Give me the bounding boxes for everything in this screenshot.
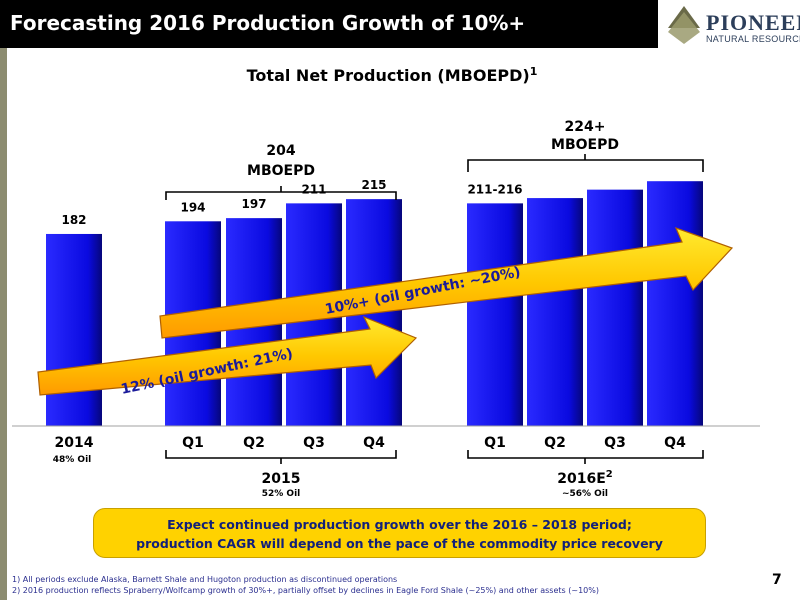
brace-2015-bottom <box>165 450 397 464</box>
category-label: Q1 <box>182 435 204 451</box>
bar-value-label: 197 <box>241 197 266 211</box>
category-label: 2014 <box>55 435 94 451</box>
bar-2016E-q3 <box>587 189 643 426</box>
logo-mark-icon <box>668 6 700 44</box>
brace-2016-top <box>467 154 704 172</box>
bar-value-label: 215 <box>361 178 386 192</box>
title-bar: Forecasting 2016 Production Growth of 10… <box>0 0 658 48</box>
bar-2014-2014 <box>46 233 102 426</box>
brace-2016-bottom <box>467 450 704 464</box>
category-label: Q4 <box>664 435 686 451</box>
bar-2016E-q4 <box>647 181 703 426</box>
bar-value-label: 182 <box>61 213 86 227</box>
bars-layer: 182 2014 194 Q1 197 Q2 211 Q3 215 Q4 211-216 Q1 Q2 Q3… <box>46 178 703 451</box>
footnotes: 1) All periods exclude Alaska, Barnett S… <box>12 574 599 596</box>
bar-value-label: 211 <box>301 182 326 196</box>
total-2015-line1: 204 <box>266 143 295 159</box>
footnote-1: 1) All periods exclude Alaska, Barnett S… <box>12 575 398 584</box>
page-number: 7 <box>772 572 782 588</box>
chart-title: Total Net Production (MBOEPD)1 <box>247 65 538 85</box>
category-label: Q2 <box>544 435 566 451</box>
bar-value-label: 211-216 <box>467 182 522 196</box>
total-2015-line2: MBOEPD <box>247 163 315 179</box>
total-2016-line2: MBOEPD <box>551 137 619 153</box>
bar-value-label: 194 <box>180 200 205 214</box>
category-label: Q3 <box>303 435 325 451</box>
callout-box: Expect continued production growth over … <box>93 508 706 558</box>
brace-2015-top <box>165 186 397 200</box>
total-2016-line1: 224+ <box>565 119 606 135</box>
category-label: Q2 <box>243 435 265 451</box>
group-label-2015: 2015 <box>262 471 301 487</box>
oil-share-2016: ~56% Oil <box>562 489 608 499</box>
logo-subtitle: NATURAL RESOURCES <box>706 34 800 44</box>
logo-wordmark: PIONEER <box>706 10 800 35</box>
oil-share-2014: 48% Oil <box>53 455 92 465</box>
category-label: Q1 <box>484 435 506 451</box>
slide-title: Forecasting 2016 Production Growth of 10… <box>10 11 526 35</box>
footnote-2: 2) 2016 production reflects Spraberry/Wo… <box>12 586 599 595</box>
company-logo: PIONEER NATURAL RESOURCES <box>664 2 800 48</box>
bar-2016E-q1 <box>467 203 523 426</box>
callout-line-1: Expect continued production growth over … <box>167 517 632 532</box>
oil-share-2015: 52% Oil <box>262 489 301 499</box>
bar-2016E-q2 <box>527 198 583 426</box>
category-label: Q4 <box>363 435 385 451</box>
callout-line-2: production CAGR will depend on the pace … <box>136 536 663 551</box>
left-accent-stripe <box>0 48 7 600</box>
group-label-2016: 2016E2 <box>557 469 613 487</box>
category-label: Q3 <box>604 435 626 451</box>
